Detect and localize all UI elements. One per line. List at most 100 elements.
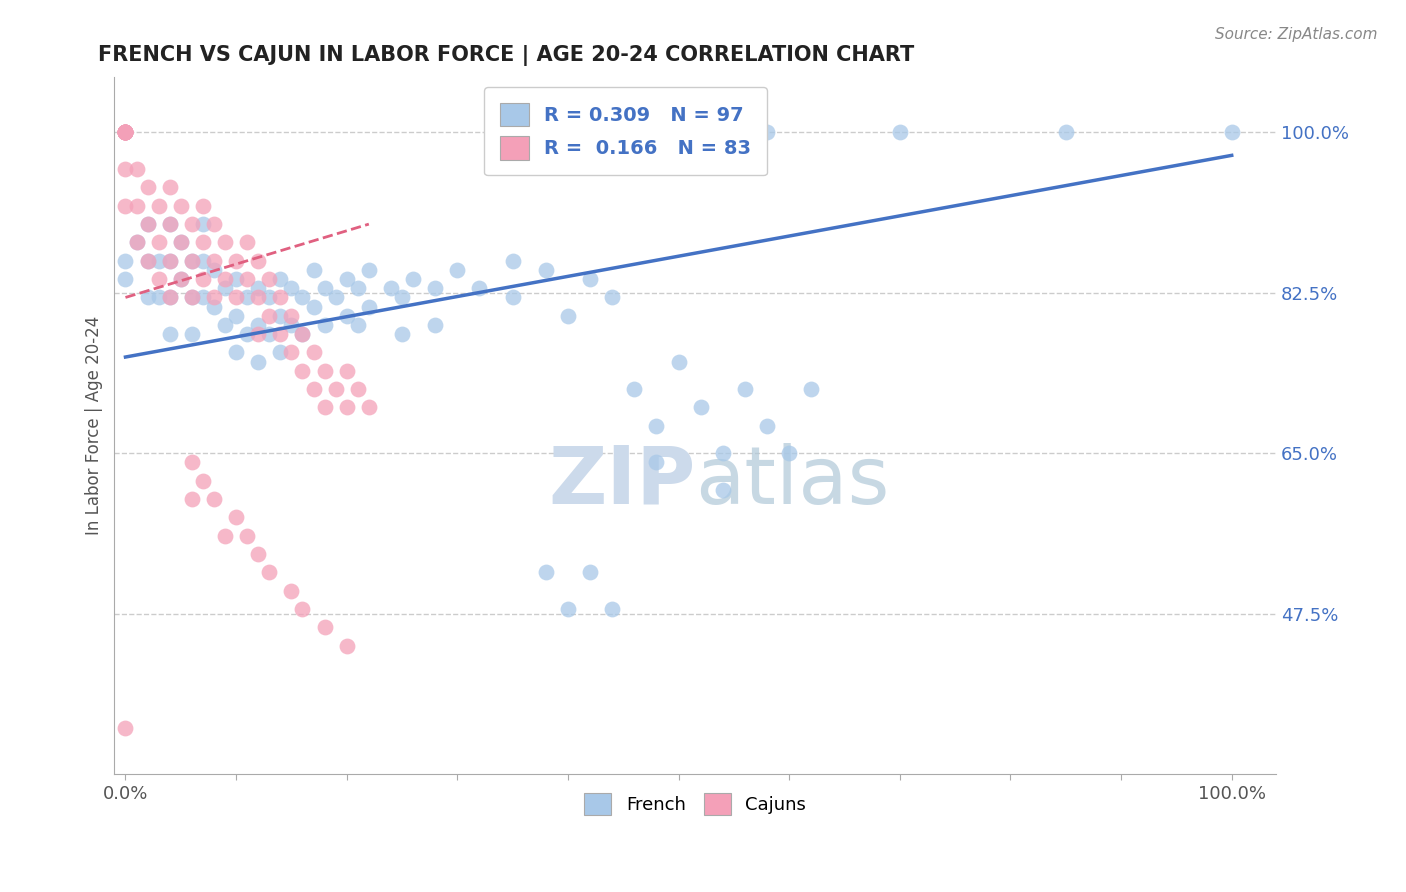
Point (357, 401, 380, 415)
Point (325, 382, 347, 396)
Point (202, 290, 225, 304)
Point (225, 510, 247, 524)
Point (114, 199, 136, 213)
Point (756, 418, 779, 433)
Text: ZIP: ZIP (548, 442, 695, 521)
Point (136, 290, 159, 304)
Point (191, 199, 214, 213)
Point (114, 253, 136, 268)
Point (269, 327, 291, 342)
Point (180, 327, 202, 342)
Point (247, 318, 270, 332)
Point (623, 382, 645, 396)
Point (247, 281, 270, 295)
Point (259, 272, 281, 286)
Point (125, 162, 148, 177)
Point (114, 125, 136, 139)
Point (225, 309, 247, 323)
Point (800, 382, 823, 396)
Point (269, 272, 291, 286)
Point (159, 290, 181, 304)
Point (202, 492, 225, 507)
Point (336, 401, 359, 415)
Point (314, 364, 336, 378)
Point (136, 253, 159, 268)
Point (336, 272, 359, 286)
Point (402, 272, 425, 286)
Point (302, 263, 325, 277)
Point (711, 446, 734, 460)
Point (391, 290, 413, 304)
Point (291, 602, 314, 616)
Point (645, 455, 668, 469)
Point (202, 253, 225, 268)
Text: FRENCH VS CAJUN IN LABOR FORCE | AGE 20-24 CORRELATION CHART: FRENCH VS CAJUN IN LABOR FORCE | AGE 20-… (98, 45, 915, 66)
Point (280, 281, 302, 295)
Point (1054, 125, 1077, 139)
Point (778, 446, 800, 460)
Point (125, 235, 148, 250)
Point (269, 290, 291, 304)
Point (159, 327, 181, 342)
Point (159, 180, 181, 194)
Point (247, 253, 270, 268)
Point (302, 382, 325, 396)
Point (114, 125, 136, 139)
Point (136, 180, 159, 194)
Point (180, 253, 202, 268)
Point (180, 492, 202, 507)
Point (170, 235, 193, 250)
Point (468, 281, 491, 295)
Point (557, 309, 579, 323)
Point (225, 290, 247, 304)
Point (336, 639, 359, 653)
Point (557, 602, 579, 616)
Point (291, 364, 314, 378)
Point (148, 253, 170, 268)
Point (247, 547, 270, 561)
Point (170, 235, 193, 250)
Point (180, 253, 202, 268)
Point (645, 418, 668, 433)
Point (202, 263, 225, 277)
Point (380, 281, 402, 295)
Point (346, 382, 368, 396)
Point (125, 235, 148, 250)
Point (502, 290, 524, 304)
Point (202, 300, 225, 314)
Point (148, 290, 170, 304)
Point (689, 401, 711, 415)
Point (346, 318, 368, 332)
Point (114, 125, 136, 139)
Point (114, 125, 136, 139)
Point (600, 602, 623, 616)
Point (534, 566, 557, 580)
Point (280, 583, 302, 598)
Point (114, 125, 136, 139)
Point (391, 327, 413, 342)
Text: Source: ZipAtlas.com: Source: ZipAtlas.com (1215, 27, 1378, 42)
Point (1220, 125, 1243, 139)
Point (191, 290, 214, 304)
Point (214, 281, 236, 295)
Point (291, 327, 314, 342)
Point (889, 125, 911, 139)
Point (225, 253, 247, 268)
Point (259, 327, 281, 342)
Point (114, 125, 136, 139)
Point (191, 217, 214, 231)
Point (291, 290, 314, 304)
Y-axis label: In Labor Force | Age 20-24: In Labor Force | Age 20-24 (86, 316, 103, 535)
Point (336, 309, 359, 323)
Point (600, 290, 623, 304)
Point (734, 382, 756, 396)
Point (180, 455, 202, 469)
Point (214, 272, 236, 286)
Point (236, 272, 259, 286)
Point (247, 327, 270, 342)
Point (136, 217, 159, 231)
Point (579, 272, 602, 286)
Point (180, 290, 202, 304)
Point (668, 354, 690, 368)
Point (136, 217, 159, 231)
